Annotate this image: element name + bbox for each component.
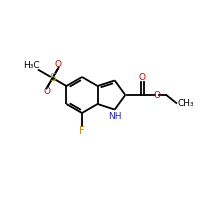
Text: F: F xyxy=(79,126,85,136)
Text: CH₃: CH₃ xyxy=(178,98,195,108)
Text: NH: NH xyxy=(108,112,121,121)
Text: S: S xyxy=(49,73,56,83)
Text: O: O xyxy=(139,72,146,82)
Text: H₃C: H₃C xyxy=(23,62,40,71)
Text: O: O xyxy=(55,60,62,69)
Text: O: O xyxy=(44,87,51,96)
Text: O: O xyxy=(154,90,161,99)
